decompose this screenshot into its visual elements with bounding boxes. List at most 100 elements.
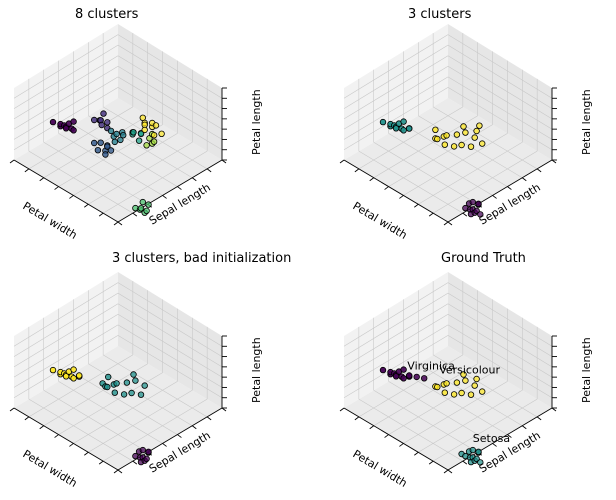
grid-line bbox=[13, 44, 119, 109]
y-tick bbox=[206, 168, 212, 173]
grid-line bbox=[447, 282, 553, 347]
data-point bbox=[94, 146, 102, 154]
y-tick bbox=[192, 177, 197, 182]
x-tick bbox=[98, 460, 104, 465]
data-point bbox=[104, 383, 111, 391]
grid-line bbox=[117, 34, 223, 99]
data-point bbox=[130, 371, 137, 378]
grid-line bbox=[403, 381, 508, 444]
x-tick bbox=[24, 416, 30, 421]
grid-line bbox=[447, 335, 553, 398]
data-point bbox=[152, 122, 160, 129]
data-point bbox=[462, 129, 469, 136]
grid-line bbox=[43, 142, 148, 205]
right-wall-pane bbox=[118, 24, 222, 160]
x-tick bbox=[84, 203, 89, 208]
grid-line bbox=[43, 390, 148, 453]
data-point bbox=[49, 366, 57, 374]
grid-line bbox=[358, 354, 464, 418]
data-point bbox=[450, 143, 458, 150]
grid-line bbox=[447, 34, 553, 99]
grid-line bbox=[102, 150, 208, 214]
grid-line bbox=[373, 390, 478, 453]
chart-title: 8 clusters bbox=[75, 7, 139, 22]
annotation-label: Versicolour bbox=[439, 363, 500, 376]
z-axis-label: Petal length bbox=[250, 337, 263, 403]
data-point bbox=[477, 211, 484, 218]
y-axis-line bbox=[447, 407, 553, 471]
data-point bbox=[132, 377, 139, 384]
grid-line bbox=[343, 55, 449, 120]
x-axis-label: Petal width bbox=[350, 447, 409, 490]
grid-line bbox=[117, 314, 223, 378]
data-point bbox=[135, 137, 143, 144]
grid-line bbox=[447, 324, 553, 388]
data-point bbox=[453, 131, 461, 138]
data-point bbox=[137, 130, 145, 137]
data-point bbox=[104, 373, 112, 381]
x-tick bbox=[354, 168, 360, 173]
grid-line bbox=[117, 66, 223, 130]
grid-line bbox=[13, 303, 119, 368]
grid-line bbox=[343, 324, 449, 388]
x-tick bbox=[39, 177, 44, 182]
y-tick bbox=[492, 443, 497, 447]
x-tick bbox=[399, 443, 404, 447]
grid-line bbox=[13, 87, 119, 150]
y-tick bbox=[551, 159, 557, 164]
data-point bbox=[104, 143, 111, 150]
y-tick bbox=[192, 425, 197, 430]
x-axis-line bbox=[13, 159, 119, 223]
data-point bbox=[469, 446, 476, 454]
grid-line bbox=[447, 66, 553, 130]
x-tick bbox=[69, 195, 74, 199]
grid-line bbox=[343, 34, 449, 99]
data-point bbox=[450, 391, 458, 398]
y-tick bbox=[507, 186, 512, 190]
grid-line bbox=[447, 314, 553, 378]
y-tick bbox=[221, 159, 227, 164]
x-axis-line bbox=[13, 407, 119, 471]
data-point bbox=[90, 116, 98, 124]
data-point bbox=[143, 142, 150, 149]
data-point bbox=[467, 391, 475, 398]
x-axis-line bbox=[343, 159, 449, 223]
data-point bbox=[405, 372, 413, 379]
y-axis-line bbox=[117, 407, 223, 471]
grid-line bbox=[343, 66, 449, 130]
data-point bbox=[137, 391, 145, 398]
y-tick bbox=[117, 221, 123, 226]
z-axis-label: Petal length bbox=[580, 337, 593, 403]
grid-line bbox=[447, 303, 553, 368]
y-tick bbox=[177, 186, 182, 190]
grid-line bbox=[343, 282, 449, 347]
x-tick bbox=[369, 425, 374, 430]
data-point bbox=[100, 110, 107, 117]
x-tick bbox=[369, 177, 374, 182]
data-point bbox=[467, 143, 475, 150]
chart-title: 3 clusters, bad initialization bbox=[112, 251, 291, 266]
data-point bbox=[49, 118, 57, 126]
x-tick bbox=[24, 168, 30, 173]
y-tick bbox=[551, 407, 557, 412]
x-tick bbox=[443, 221, 449, 226]
data-point bbox=[113, 130, 120, 138]
grid-line bbox=[88, 142, 193, 205]
scatter-points bbox=[49, 366, 152, 466]
grid-line bbox=[117, 87, 223, 150]
grid-line bbox=[343, 335, 449, 398]
data-point bbox=[123, 379, 131, 386]
data-point bbox=[413, 373, 420, 381]
grid-line bbox=[58, 124, 163, 187]
x-axis-label: Petal width bbox=[20, 447, 79, 490]
grid-line bbox=[343, 76, 449, 140]
grid-line bbox=[73, 372, 178, 435]
x-tick bbox=[443, 469, 449, 474]
grid-line bbox=[58, 133, 163, 196]
data-point bbox=[150, 138, 158, 145]
grid-line bbox=[43, 115, 148, 178]
grid-line bbox=[13, 76, 119, 140]
data-point bbox=[434, 135, 441, 143]
grid-line bbox=[13, 335, 119, 398]
